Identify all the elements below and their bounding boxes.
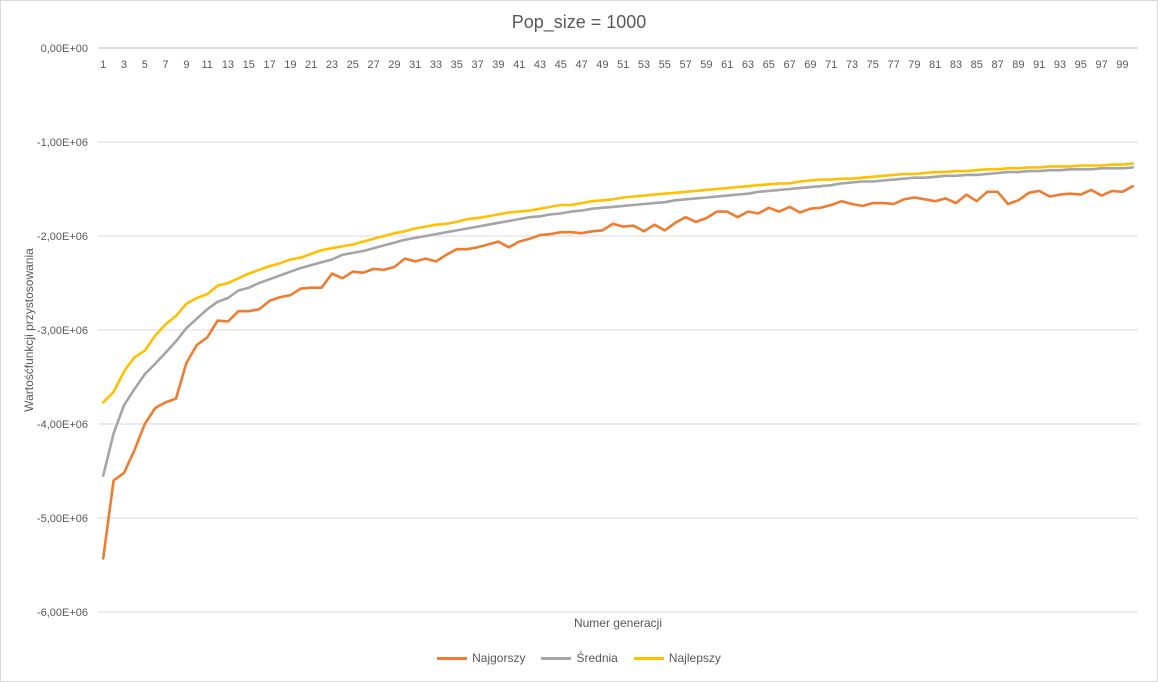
y-tick-label: -5,00E+06 (37, 513, 88, 525)
x-tick-label: 5 (142, 59, 148, 71)
x-tick-label: 81 (929, 59, 941, 71)
x-tick-label: 73 (846, 59, 858, 71)
y-tick-label: 0,00E+00 (41, 43, 88, 55)
y-tick-labels: 0,00E+00 -1,00E+06 -2,00E+06 -3,00E+06 -4,00… (37, 43, 88, 619)
x-tick-label: 83 (950, 59, 962, 71)
x-tick-label: 13 (222, 59, 234, 71)
x-tick-label: 21 (305, 59, 317, 71)
x-tick-label: 41 (513, 59, 525, 71)
series-line-srednia (101, 166, 1135, 478)
x-tick-label: 53 (638, 59, 650, 71)
x-tick-label: 69 (804, 59, 816, 71)
legend-item-najlepszy: Najlepszy (633, 651, 721, 665)
x-tick-label: 45 (555, 59, 567, 71)
y-tick-label: -3,00E+06 (37, 325, 88, 337)
x-tick-label: 39 (492, 59, 504, 71)
y-tick-label: -6,00E+06 (37, 607, 88, 619)
x-tick-label: 75 (867, 59, 879, 71)
x-tick-label: 79 (908, 59, 920, 71)
legend-item-najgorszy: Najgorszy (437, 651, 525, 665)
x-tick-label: 77 (887, 59, 899, 71)
x-axis-label: Numer generacji (573, 616, 663, 630)
x-tick-label: 23 (326, 59, 338, 71)
legend: Najgorszy Średnia Najlepszy (0, 651, 1158, 665)
legend-swatch-najgorszy (437, 656, 468, 660)
x-tick-label: 25 (347, 59, 359, 71)
x-tick-label: 37 (471, 59, 483, 71)
x-tick-label: 49 (596, 59, 608, 71)
x-tick-label: 27 (367, 59, 379, 71)
x-tick-label: 1 (100, 59, 106, 71)
x-tick-label: 63 (742, 59, 754, 71)
x-tick-label: 35 (451, 59, 463, 71)
x-tick-label: 31 (409, 59, 421, 71)
x-tick-label: 97 (1095, 59, 1107, 71)
x-tick-label: 11 (201, 59, 212, 71)
x-tick-label: 65 (763, 59, 775, 71)
x-tick-label: 29 (388, 59, 400, 71)
x-tick-label: 7 (163, 59, 169, 71)
x-tick-label: 99 (1116, 59, 1128, 71)
legend-swatch-najlepszy (633, 656, 664, 660)
legend-label-najgorszy: Najgorszy (472, 651, 526, 665)
x-tick-label: 9 (183, 59, 189, 71)
x-tick-label: 67 (783, 59, 795, 71)
chart-title: Pop_size = 1000 (511, 12, 647, 32)
x-tick-label: 95 (1075, 59, 1087, 71)
x-tick-label: 17 (263, 59, 275, 71)
x-tick-label: 55 (659, 59, 671, 71)
x-tick-labels: 1 3 5 7 9 11 13 15 17 19 21 23 25 27 29 31 33 35 37 39 41 43 4… (100, 59, 1128, 71)
series-line-najlepszy (101, 162, 1135, 404)
x-tick-label: 61 (721, 59, 733, 71)
y-tick-label: -1,00E+06 (37, 137, 88, 149)
x-tick-label: 93 (1054, 59, 1066, 71)
x-tick-label: 89 (1012, 59, 1024, 71)
series-lines (101, 162, 1135, 560)
x-tick-label: 15 (243, 59, 255, 71)
y-tick-label: -4,00E+06 (37, 419, 88, 431)
x-tick-label: 91 (1033, 59, 1045, 71)
x-tick-label: 33 (430, 59, 442, 71)
x-tick-label: 51 (617, 59, 629, 71)
x-tick-label: 59 (700, 59, 712, 71)
legend-label-srednia: Średnia (576, 651, 618, 665)
legend-swatch-srednia (541, 656, 572, 660)
legend-item-srednia: Średnia (541, 651, 618, 665)
y-tick-label: -2,00E+06 (37, 231, 88, 243)
x-tick-label: 87 (991, 59, 1003, 71)
x-tick-label: 19 (284, 59, 296, 71)
x-tick-label: 3 (121, 59, 127, 71)
gridlines (98, 47, 1138, 613)
x-tick-label: 47 (575, 59, 587, 71)
legend-label-najlepszy: Najlepszy (668, 651, 721, 665)
x-tick-label: 85 (971, 59, 983, 71)
x-tick-label: 71 (825, 59, 837, 71)
x-tick-label: 57 (679, 59, 691, 71)
x-tick-label: 43 (534, 59, 546, 71)
series-line-najgorszy (101, 184, 1135, 560)
